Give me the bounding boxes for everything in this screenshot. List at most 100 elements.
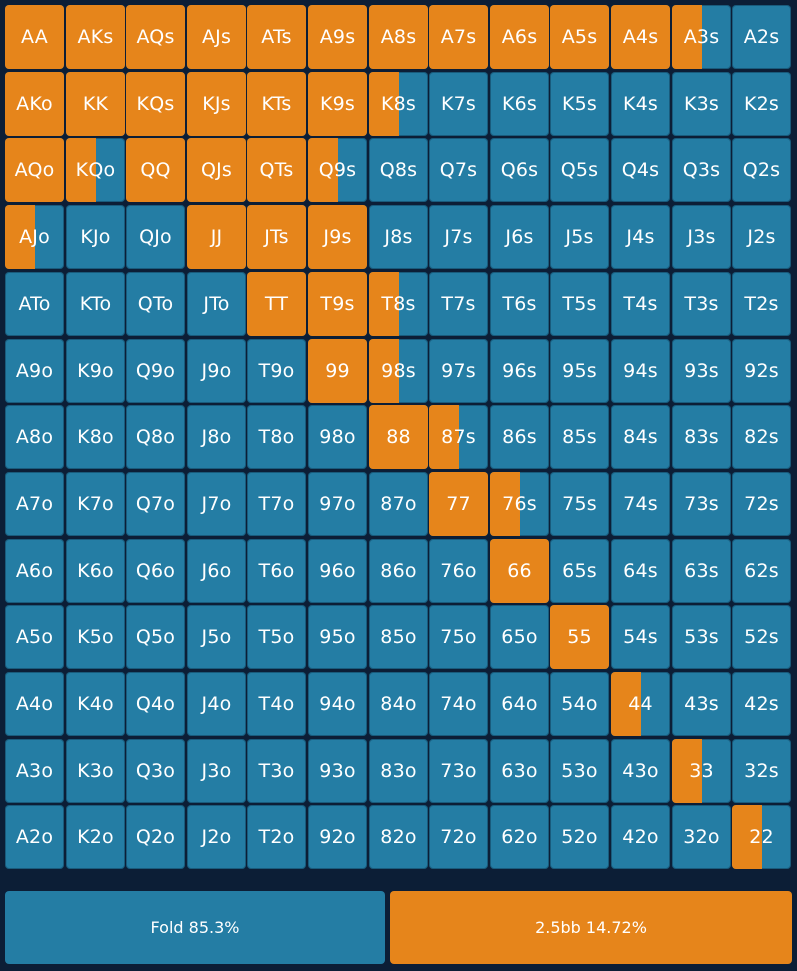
hand-cell[interactable]: Q3o: [126, 739, 185, 803]
hand-cell[interactable]: 95s: [550, 339, 609, 403]
hand-cell[interactable]: Q7o: [126, 472, 185, 536]
hand-cell[interactable]: 66: [490, 539, 549, 603]
hand-cell[interactable]: T9s: [308, 272, 367, 336]
hand-cell[interactable]: Q2s: [732, 138, 791, 202]
hand-cell[interactable]: 82s: [732, 405, 791, 469]
hand-cell[interactable]: AA: [5, 5, 64, 69]
hand-cell[interactable]: 84o: [369, 672, 428, 736]
hand-cell[interactable]: TT: [247, 272, 306, 336]
hand-cell[interactable]: A2s: [732, 5, 791, 69]
hand-cell[interactable]: Q4s: [611, 138, 670, 202]
hand-cell[interactable]: 93o: [308, 739, 367, 803]
hand-cell[interactable]: ATs: [247, 5, 306, 69]
hand-cell[interactable]: K3s: [672, 72, 731, 136]
hand-cell[interactable]: 43o: [611, 739, 670, 803]
hand-cell[interactable]: A9o: [5, 339, 64, 403]
hand-cell[interactable]: 97o: [308, 472, 367, 536]
hand-cell[interactable]: A5s: [550, 5, 609, 69]
hand-cell[interactable]: Q7s: [429, 138, 488, 202]
hand-cell[interactable]: 54s: [611, 605, 670, 669]
hand-cell[interactable]: 76o: [429, 539, 488, 603]
hand-cell[interactable]: Q8o: [126, 405, 185, 469]
hand-cell[interactable]: T2s: [732, 272, 791, 336]
hand-cell[interactable]: 62s: [732, 539, 791, 603]
hand-cell[interactable]: 75o: [429, 605, 488, 669]
hand-cell[interactable]: T6o: [247, 539, 306, 603]
hand-cell[interactable]: KJs: [187, 72, 246, 136]
hand-cell[interactable]: 65s: [550, 539, 609, 603]
hand-cell[interactable]: A4s: [611, 5, 670, 69]
hand-cell[interactable]: J4o: [187, 672, 246, 736]
hand-cell[interactable]: 86o: [369, 539, 428, 603]
hand-cell[interactable]: 63s: [672, 539, 731, 603]
hand-cell[interactable]: Q6o: [126, 539, 185, 603]
hand-cell[interactable]: 72s: [732, 472, 791, 536]
hand-cell[interactable]: 98o: [308, 405, 367, 469]
hand-cell[interactable]: K2o: [66, 805, 125, 869]
hand-cell[interactable]: Q3s: [672, 138, 731, 202]
hand-cell[interactable]: 82o: [369, 805, 428, 869]
hand-cell[interactable]: T8s: [369, 272, 428, 336]
hand-cell[interactable]: ATo: [5, 272, 64, 336]
hand-cell[interactable]: 87o: [369, 472, 428, 536]
hand-cell[interactable]: 83s: [672, 405, 731, 469]
hand-cell[interactable]: 83o: [369, 739, 428, 803]
hand-cell[interactable]: K6o: [66, 539, 125, 603]
hand-cell[interactable]: 94o: [308, 672, 367, 736]
hand-cell[interactable]: 73s: [672, 472, 731, 536]
hand-cell[interactable]: 84s: [611, 405, 670, 469]
hand-cell[interactable]: 53o: [550, 739, 609, 803]
hand-cell[interactable]: J9o: [187, 339, 246, 403]
hand-cell[interactable]: K5o: [66, 605, 125, 669]
hand-cell[interactable]: 53s: [672, 605, 731, 669]
hand-cell[interactable]: AJs: [187, 5, 246, 69]
hand-cell[interactable]: AKs: [66, 5, 125, 69]
hand-cell[interactable]: J7s: [429, 205, 488, 269]
hand-cell[interactable]: KQo: [66, 138, 125, 202]
hand-cell[interactable]: T5s: [550, 272, 609, 336]
hand-cell[interactable]: K6s: [490, 72, 549, 136]
hand-cell[interactable]: A7s: [429, 5, 488, 69]
hand-cell[interactable]: Q2o: [126, 805, 185, 869]
hand-cell[interactable]: 87s: [429, 405, 488, 469]
hand-cell[interactable]: T3s: [672, 272, 731, 336]
hand-cell[interactable]: T2o: [247, 805, 306, 869]
hand-cell[interactable]: K2s: [732, 72, 791, 136]
hand-cell[interactable]: J5s: [550, 205, 609, 269]
hand-cell[interactable]: K8o: [66, 405, 125, 469]
hand-cell[interactable]: T4s: [611, 272, 670, 336]
hand-cell[interactable]: AKo: [5, 72, 64, 136]
hand-cell[interactable]: AQo: [5, 138, 64, 202]
hand-cell[interactable]: 52o: [550, 805, 609, 869]
hand-cell[interactable]: 98s: [369, 339, 428, 403]
hand-cell[interactable]: 65o: [490, 605, 549, 669]
hand-cell[interactable]: 42o: [611, 805, 670, 869]
hand-cell[interactable]: J2o: [187, 805, 246, 869]
hand-cell[interactable]: 76s: [490, 472, 549, 536]
hand-cell[interactable]: 74o: [429, 672, 488, 736]
hand-cell[interactable]: QTs: [247, 138, 306, 202]
hand-cell[interactable]: 42s: [732, 672, 791, 736]
hand-cell[interactable]: Q4o: [126, 672, 185, 736]
hand-cell[interactable]: 62o: [490, 805, 549, 869]
hand-cell[interactable]: 85o: [369, 605, 428, 669]
hand-cell[interactable]: J4s: [611, 205, 670, 269]
hand-cell[interactable]: QJo: [126, 205, 185, 269]
hand-cell[interactable]: J5o: [187, 605, 246, 669]
hand-cell[interactable]: J8s: [369, 205, 428, 269]
hand-cell[interactable]: 54o: [550, 672, 609, 736]
hand-cell[interactable]: 32s: [732, 739, 791, 803]
hand-cell[interactable]: A8o: [5, 405, 64, 469]
hand-cell[interactable]: Q6s: [490, 138, 549, 202]
hand-cell[interactable]: QTo: [126, 272, 185, 336]
hand-cell[interactable]: T8o: [247, 405, 306, 469]
hand-cell[interactable]: A3s: [672, 5, 731, 69]
hand-cell[interactable]: 44: [611, 672, 670, 736]
hand-cell[interactable]: Q5o: [126, 605, 185, 669]
hand-cell[interactable]: 92s: [732, 339, 791, 403]
hand-cell[interactable]: T5o: [247, 605, 306, 669]
hand-cell[interactable]: JTo: [187, 272, 246, 336]
hand-cell[interactable]: T7o: [247, 472, 306, 536]
hand-cell[interactable]: J7o: [187, 472, 246, 536]
hand-cell[interactable]: 32o: [672, 805, 731, 869]
